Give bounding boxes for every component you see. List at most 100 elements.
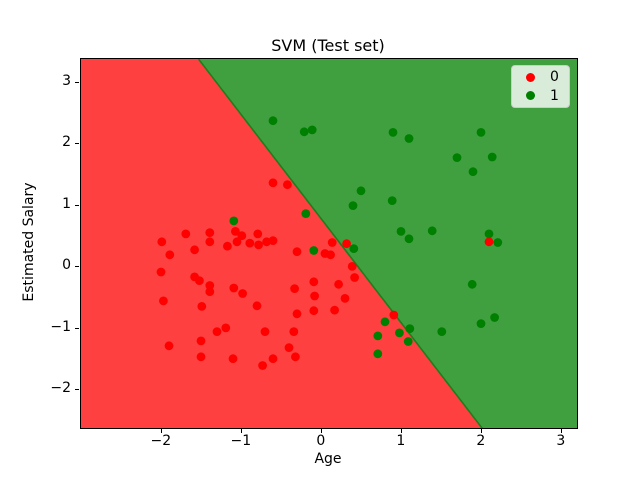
scatter-point-class0 (253, 229, 263, 238)
scatter-point-class0 (232, 236, 242, 246)
y-tick-label: −2 (50, 380, 71, 397)
y-tick-mark (75, 389, 79, 391)
scatter-point-class0 (309, 305, 319, 315)
scatter-point-class1 (404, 233, 414, 243)
scatter-point-class1 (299, 126, 309, 136)
scatter-point-class1 (301, 208, 311, 218)
x-tick-label: −2 (150, 433, 172, 449)
scatter-point-class1 (403, 336, 413, 346)
y-tick-mark (75, 81, 79, 83)
scatter-point-class1 (349, 243, 359, 253)
scatter-point-class0 (205, 286, 215, 296)
scatter-point-class0 (212, 326, 222, 336)
scatter-point-class1 (476, 127, 486, 137)
scatter-point-class0 (157, 236, 167, 246)
class1-marker-icon (526, 91, 535, 101)
scatter-point-class0 (205, 236, 215, 246)
scatter-point-class0 (190, 244, 199, 254)
scatter-point-class1 (395, 328, 404, 337)
scatter-point-class0 (268, 235, 278, 245)
decision-region-canvas (156, 58, 577, 429)
scatter-point-class0 (309, 276, 319, 286)
legend-entry-class1: 1 (512, 87, 569, 106)
scatter-point-class1 (437, 326, 447, 336)
scatter-point-class0 (350, 272, 359, 282)
scatter-point-class0 (245, 238, 255, 248)
y-tick-label: 0 (62, 257, 71, 274)
scatter-point-class0 (156, 267, 166, 276)
scatter-point-class0 (254, 240, 263, 249)
scatter-point-class1 (388, 127, 398, 137)
scatter-point-class0 (205, 227, 215, 237)
scatter-point-class1 (348, 200, 358, 210)
x-tick-mark (160, 429, 162, 433)
scatter-point-class1 (490, 312, 499, 322)
scatter-point-class0 (290, 283, 299, 293)
scatter-point-class0 (181, 229, 191, 238)
y-tick-mark (75, 204, 79, 206)
y-tick-mark (75, 266, 79, 268)
legend-label-class1: 1 (550, 87, 559, 104)
scatter-point-class1 (380, 316, 390, 326)
scatter-point-class0 (258, 360, 267, 370)
scatter-point-class0 (340, 293, 350, 303)
scatter-point-class1 (484, 229, 494, 238)
scatter-point-class0 (347, 261, 357, 271)
scatter-point-class1 (487, 152, 497, 161)
scatter-point-class0 (260, 326, 270, 336)
x-tick-mark (480, 429, 482, 433)
chart-title: SVM (Test set) (271, 36, 385, 55)
scatter-point-class0 (268, 177, 278, 187)
y-axis-label: Estimated Salary (21, 182, 37, 302)
x-tick-mark (240, 429, 242, 433)
scatter-point-class1 (373, 331, 383, 340)
scatter-point-class0 (205, 280, 215, 290)
scatter-point-class0 (291, 351, 300, 361)
x-tick-label: 1 (396, 433, 406, 449)
scatter-point-class0 (252, 300, 262, 310)
scatter-point-class0 (289, 326, 299, 336)
scatter-point-class1 (427, 225, 437, 235)
scatter-point-class0 (238, 288, 248, 298)
scatter-point-class1 (307, 125, 317, 134)
scatter-point-class0 (334, 279, 343, 289)
scatter-point-class0 (237, 230, 247, 240)
plot-area (80, 57, 578, 430)
scatter-point-class0 (484, 236, 494, 246)
scatter-point-class1 (356, 185, 366, 195)
scatter-point-class1 (268, 115, 278, 125)
x-tick-label: 3 (556, 433, 566, 449)
y-tick-mark (75, 327, 79, 329)
legend-entry-class0: 0 (512, 68, 569, 87)
class0-marker-icon (526, 72, 535, 82)
scatter-point-class1 (404, 133, 414, 143)
scatter-point-class0 (284, 342, 294, 352)
scatter-point-class0 (327, 237, 337, 247)
y-tick-mark (75, 143, 79, 145)
scatter-point-class1 (229, 216, 239, 225)
x-tick-label: 0 (316, 433, 326, 449)
scatter-point-class1 (387, 195, 397, 205)
x-tick-mark (320, 429, 322, 433)
scatter-point-class0 (292, 246, 302, 256)
scatter-point-class0 (165, 249, 175, 259)
decision-boundary-line (197, 58, 484, 429)
scatter-point-class0 (292, 308, 302, 318)
scatter-point-class1 (468, 166, 478, 176)
scatter-point-class0 (159, 296, 168, 305)
x-tick-mark (400, 429, 402, 433)
scatter-point-class1 (405, 323, 415, 333)
scatter-point-class0 (228, 353, 238, 363)
scatter-point-class0 (283, 179, 292, 189)
y-tick-label: 3 (62, 72, 71, 89)
y-tick-label: 1 (62, 195, 71, 212)
scatter-point-class0 (389, 310, 399, 319)
scatter-point-class0 (229, 283, 239, 292)
scatter-point-class1 (396, 226, 406, 236)
x-tick-label: 2 (476, 433, 486, 449)
class1-decision-region (198, 58, 577, 429)
scatter-point-class1 (467, 279, 477, 289)
scatter-point-class0 (342, 238, 351, 248)
scatter-point-class1 (493, 237, 503, 247)
